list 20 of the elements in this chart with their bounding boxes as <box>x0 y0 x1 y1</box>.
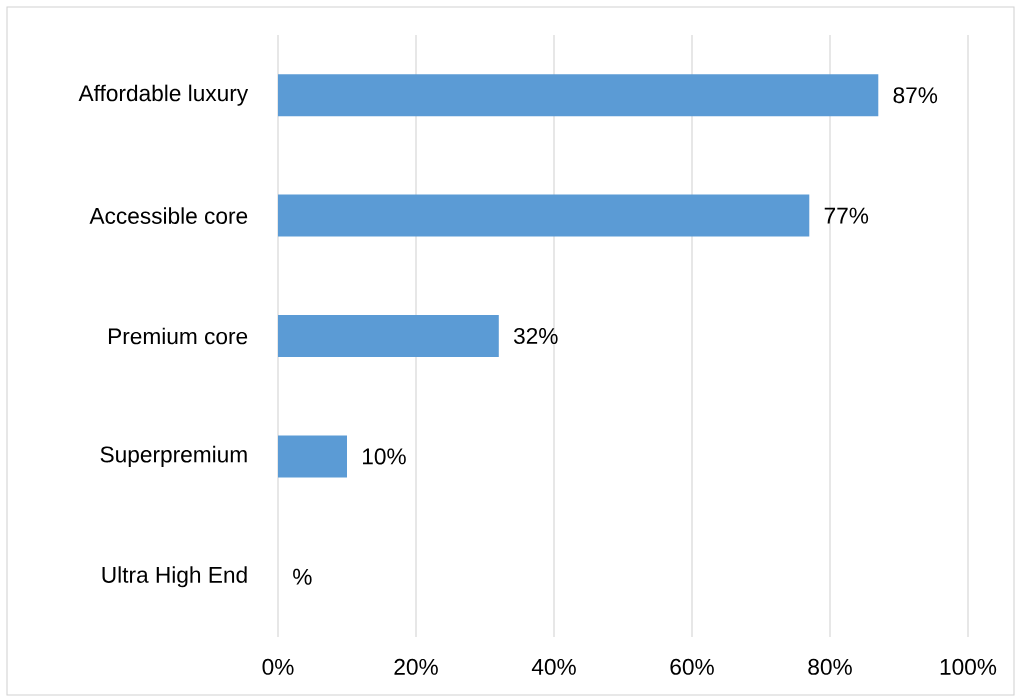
data-label: 87% <box>893 87 938 104</box>
y-tick-label: Ultra High End <box>102 566 247 588</box>
bar <box>278 435 347 478</box>
x-tick-label: 80% <box>808 658 852 675</box>
y-tick-label: Accessible core <box>89 207 248 224</box>
x-tick-label: 0% <box>262 658 294 675</box>
data-label: 10% <box>363 448 406 465</box>
bar <box>278 314 499 357</box>
bar <box>278 74 879 117</box>
x-tick-label: 60% <box>670 658 714 675</box>
y-tick-label: Affordable luxury <box>78 84 249 106</box>
x-tick-label: 40% <box>531 658 576 675</box>
text: % <box>293 568 312 585</box>
data-label: 77% <box>824 207 869 224</box>
y-tick-label: Superpremium <box>100 445 247 467</box>
bar <box>278 194 810 237</box>
x-tick-label: 100% <box>940 658 997 675</box>
x-tick-label: 20% <box>394 658 438 675</box>
y-tick-label: Premium core <box>108 327 248 345</box>
data-label: 32% <box>513 327 558 345</box>
